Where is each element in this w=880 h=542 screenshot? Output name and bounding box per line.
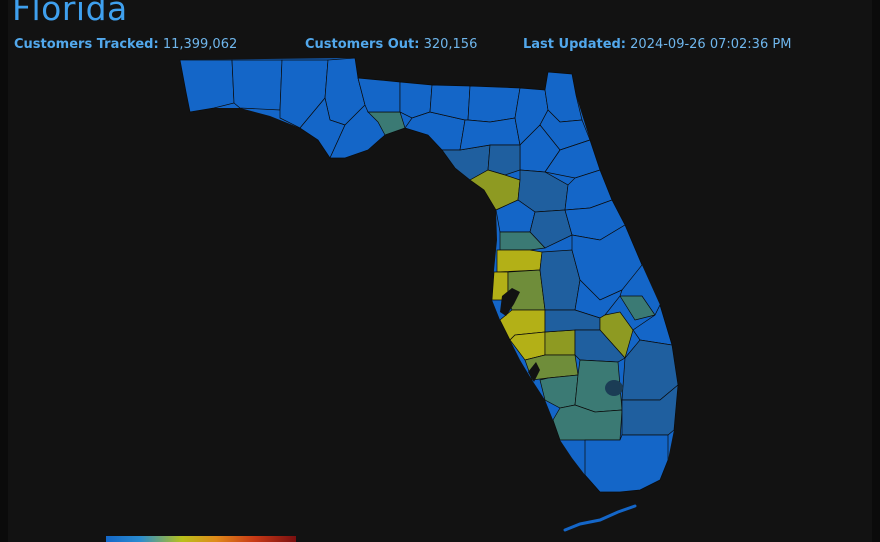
- county-region[interactable]: [584, 434, 669, 493]
- county-region[interactable]: [179, 59, 235, 113]
- county-region[interactable]: [499, 231, 546, 251]
- county-region[interactable]: [231, 59, 283, 111]
- stat-value: 11,399,062: [162, 37, 238, 52]
- county-region[interactable]: [509, 331, 546, 361]
- right-edge: [872, 0, 880, 542]
- outage-color-legend: [106, 536, 296, 542]
- stat-value: 320,156: [423, 37, 478, 52]
- county-region[interactable]: [357, 77, 401, 113]
- county-region[interactable]: [539, 374, 579, 409]
- tampa-bay-water: [500, 288, 520, 316]
- stat-value: 2024-09-26 07:02:36 PM: [630, 37, 792, 52]
- stat-label: Customers Out:: [305, 37, 420, 52]
- county-region[interactable]: [467, 85, 521, 123]
- stat-last-updated: Last Updated: 2024-09-26 07:02:36 PM: [523, 37, 791, 52]
- stats-row: Customers Tracked: 11,399,062 Customers …: [0, 37, 880, 53]
- charlotte-harbor-water: [528, 362, 540, 382]
- stat-customers-tracked: Customers Tracked: 11,399,062: [14, 37, 237, 52]
- left-edge: [0, 0, 8, 542]
- county-region[interactable]: [496, 249, 543, 273]
- county-region[interactable]: [544, 329, 576, 356]
- county-region[interactable]: [529, 209, 573, 249]
- stat-label: Customers Tracked:: [14, 37, 159, 52]
- page-title: Florida: [12, 0, 128, 28]
- county-region[interactable]: [487, 144, 521, 176]
- stat-customers-out: Customers Out: 320,156: [305, 37, 477, 52]
- county-region[interactable]: [539, 249, 581, 311]
- stat-label: Last Updated:: [523, 37, 627, 52]
- county-region[interactable]: [632, 304, 673, 346]
- lake-okeechobee: [605, 380, 623, 396]
- florida-keys: [563, 504, 637, 532]
